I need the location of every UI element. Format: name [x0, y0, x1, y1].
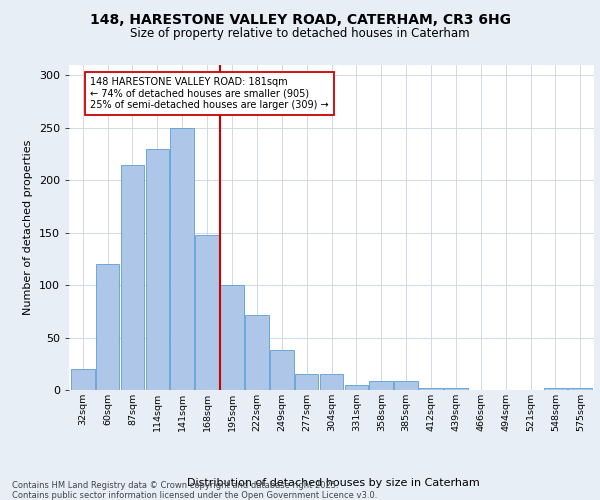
- Text: 148, HARESTONE VALLEY ROAD, CATERHAM, CR3 6HG: 148, HARESTONE VALLEY ROAD, CATERHAM, CR…: [89, 12, 511, 26]
- Bar: [394, 380, 418, 390]
- Y-axis label: Number of detached properties: Number of detached properties: [23, 140, 33, 315]
- Bar: [71, 369, 95, 390]
- Text: Size of property relative to detached houses in Caterham: Size of property relative to detached ho…: [130, 28, 470, 40]
- Bar: [320, 374, 343, 390]
- Bar: [121, 164, 144, 390]
- Bar: [370, 380, 393, 390]
- Bar: [220, 285, 244, 390]
- Text: 148 HARESTONE VALLEY ROAD: 181sqm
← 74% of detached houses are smaller (905)
25%: 148 HARESTONE VALLEY ROAD: 181sqm ← 74% …: [90, 76, 329, 110]
- Bar: [544, 388, 567, 390]
- Bar: [568, 388, 592, 390]
- Bar: [419, 388, 443, 390]
- Bar: [170, 128, 194, 390]
- Text: Contains HM Land Registry data © Crown copyright and database right 2025.
Contai: Contains HM Land Registry data © Crown c…: [12, 480, 377, 500]
- Bar: [295, 374, 319, 390]
- Bar: [146, 149, 169, 390]
- Bar: [96, 264, 119, 390]
- Bar: [245, 314, 269, 390]
- Bar: [344, 385, 368, 390]
- Bar: [270, 350, 293, 390]
- Bar: [444, 388, 468, 390]
- Bar: [195, 235, 219, 390]
- Text: Distribution of detached houses by size in Caterham: Distribution of detached houses by size …: [187, 478, 479, 488]
